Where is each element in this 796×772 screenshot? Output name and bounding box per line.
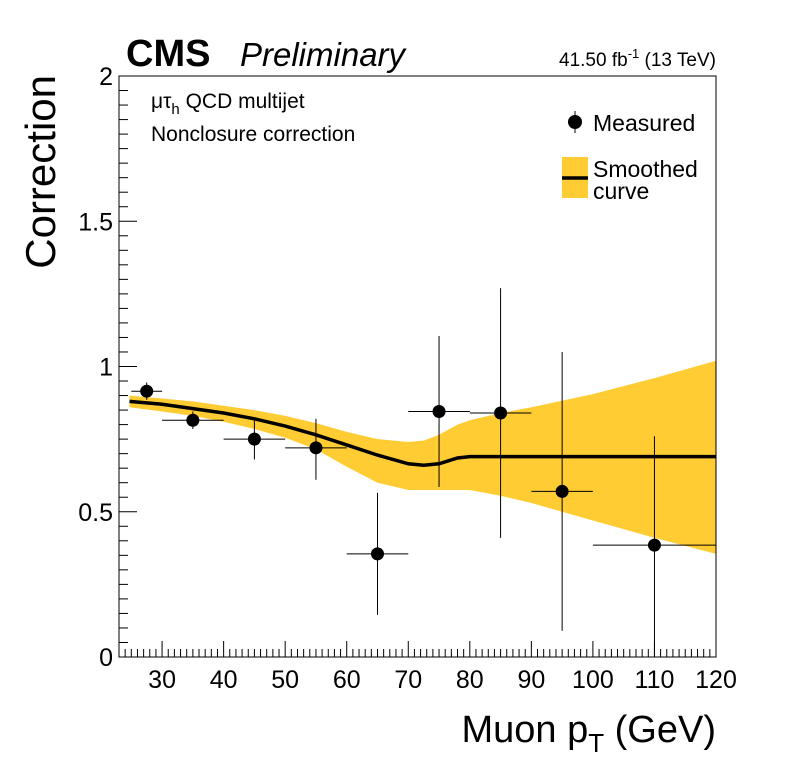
point-marker bbox=[647, 538, 661, 552]
smoothed-uncertainty-band bbox=[129, 360, 716, 554]
x-axis-tick-labels: 30 40 50 60 70 80 90 100 110 120 bbox=[148, 666, 737, 694]
measured-point-9 bbox=[592, 436, 716, 657]
y-tick-label: 0.5 bbox=[78, 499, 113, 527]
y-axis-title: Correction bbox=[17, 75, 64, 269]
y-axis-ticks bbox=[119, 75, 137, 658]
band-layer bbox=[129, 360, 716, 554]
channel-label: μτh QCD multijet bbox=[151, 90, 305, 118]
legend-measured-label: Measured bbox=[593, 110, 695, 136]
x-tick-label: 30 bbox=[148, 666, 176, 694]
x-axis-ticks bbox=[118, 641, 717, 657]
measured-point-2 bbox=[162, 411, 224, 429]
point-marker bbox=[309, 441, 323, 455]
x-tick-label: 70 bbox=[394, 666, 422, 694]
cms-label: CMS bbox=[126, 33, 210, 75]
x-tick-label: 120 bbox=[695, 666, 737, 694]
legend: Measured Smoothed curve bbox=[562, 110, 698, 204]
point-marker bbox=[432, 405, 446, 419]
legend-measured-marker bbox=[568, 115, 582, 129]
nonclosure-label: Nonclosure correction bbox=[151, 123, 355, 146]
points-layer bbox=[131, 288, 716, 657]
line-layer bbox=[129, 399, 716, 468]
point-marker bbox=[140, 384, 154, 398]
y-tick-label: 1.5 bbox=[78, 208, 113, 236]
legend-smoothed-label-line2: curve bbox=[593, 178, 649, 204]
x-tick-label: 40 bbox=[210, 666, 238, 694]
x-tick-label: 80 bbox=[456, 666, 484, 694]
point-marker bbox=[186, 413, 200, 427]
measured-point-6 bbox=[408, 335, 470, 488]
measured-point-5 bbox=[346, 492, 409, 615]
y-tick-label: 0 bbox=[99, 644, 113, 672]
point-marker bbox=[370, 547, 384, 561]
point-marker bbox=[555, 484, 569, 498]
y-axis-tick-labels: 0 0.5 1 1.5 2 bbox=[78, 63, 113, 672]
x-tick-label: 90 bbox=[517, 666, 545, 694]
preliminary-label: Preliminary bbox=[240, 36, 408, 73]
legend-smoothed-label-line1: Smoothed bbox=[593, 156, 698, 182]
measured-point-4 bbox=[285, 418, 347, 480]
point-marker bbox=[247, 432, 261, 446]
point-marker bbox=[494, 406, 508, 420]
measured-point-1 bbox=[131, 382, 163, 400]
x-tick-label: 50 bbox=[271, 666, 299, 694]
x-tick-label: 110 bbox=[635, 666, 675, 694]
smoothed-curve-line bbox=[129, 399, 716, 468]
measured-point-8 bbox=[531, 351, 593, 631]
x-tick-label: 100 bbox=[572, 666, 614, 694]
y-tick-label: 1 bbox=[99, 354, 113, 382]
y-tick-label: 2 bbox=[99, 63, 113, 91]
x-tick-label: 60 bbox=[333, 666, 361, 694]
luminosity-label: 41.50 fb-1 (13 TeV) bbox=[559, 46, 716, 71]
measured-point-3 bbox=[223, 418, 286, 460]
x-axis-title: Muon pT (GeV) bbox=[461, 709, 716, 758]
measured-point-7 bbox=[469, 288, 532, 538]
